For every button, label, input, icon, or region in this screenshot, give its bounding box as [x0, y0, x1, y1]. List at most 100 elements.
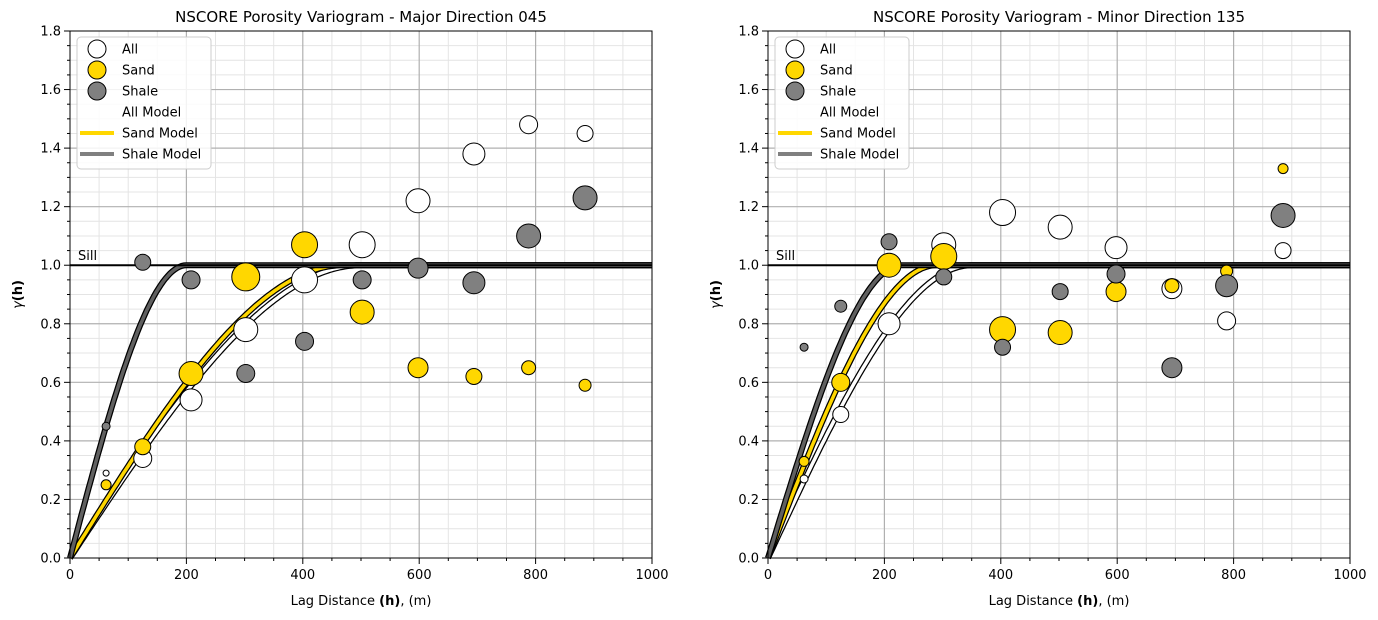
- y-tick-label: 1.0: [738, 259, 759, 274]
- chart-title: NSCORE Porosity Variogram - Major Direct…: [175, 8, 547, 26]
- y-tick-label: 1.8: [40, 25, 61, 40]
- data-point-shale: [1270, 202, 1296, 228]
- chart-title: NSCORE Porosity Variogram - Minor Direct…: [873, 8, 1245, 26]
- legend-marker-shale: [87, 81, 107, 101]
- data-point-sand: [231, 262, 261, 292]
- data-point-shale: [1161, 357, 1183, 379]
- x-axis-label-text: Lag Distance: [291, 594, 380, 609]
- legend: All Sand Shale All Model Sand Model Shale Mod…: [774, 36, 910, 170]
- data-point-sand: [578, 378, 592, 392]
- x-tick-label: 600: [407, 568, 432, 583]
- y-axis: 0.0 0.2 0.4 0.6 0.8 1.0 1.2 1.4 1.6 1.8: [738, 25, 768, 567]
- data-point-sand: [178, 361, 204, 387]
- legend-marker-sand: [87, 60, 107, 80]
- legend-label: Sand Model: [820, 127, 896, 142]
- x-axis: 0 200 400 600 800 1000: [764, 558, 1367, 583]
- legend-label: Shale: [122, 85, 158, 100]
- y-axis-label-gamma: γ: [11, 300, 26, 309]
- data-point-all: [405, 188, 431, 214]
- y-tick-label: 1.0: [40, 259, 61, 274]
- legend-label: All Model: [820, 106, 879, 121]
- data-point-all: [576, 124, 594, 142]
- data-point-shale: [799, 342, 809, 352]
- minor-grid: [70, 31, 652, 558]
- data-point-sand: [1105, 281, 1127, 303]
- data-point-sand: [876, 252, 902, 278]
- x-tick-label: 0: [764, 568, 772, 583]
- x-tick-label: 800: [1221, 568, 1246, 583]
- legend-marker-all: [785, 39, 805, 59]
- y-tick-label: 1.6: [738, 83, 759, 98]
- data-point-sand: [349, 299, 375, 325]
- data-point-sand: [465, 367, 483, 385]
- y-axis: 0.0 0.2 0.4 0.6 0.8 1.0 1.2 1.4 1.6 1.8: [40, 25, 70, 567]
- points-sand: [798, 163, 1289, 467]
- x-axis-label-suffix: , (m): [1098, 594, 1129, 609]
- data-point-all: [291, 266, 319, 294]
- legend: All Sand Shale All Model Sand Model Shale Mod…: [76, 36, 212, 170]
- points-shale: [799, 202, 1296, 379]
- x-tick-label: 1000: [1333, 568, 1366, 583]
- data-point-all: [1274, 242, 1292, 260]
- sill-label: Sill: [776, 249, 795, 264]
- y-tick-label: 0.8: [738, 317, 759, 332]
- data-point-all: [799, 474, 809, 484]
- legend-label: Sand Model: [122, 127, 198, 142]
- x-tick-label: 200: [872, 568, 897, 583]
- data-point-sand: [930, 242, 958, 270]
- x-axis-label-bold: (h): [1077, 594, 1098, 609]
- y-tick-label: 0.4: [738, 434, 759, 449]
- y-tick-label: 0.2: [40, 493, 61, 508]
- legend-label: Sand: [122, 64, 155, 79]
- data-point-all: [989, 199, 1017, 227]
- data-point-sand: [291, 231, 319, 259]
- y-tick-label: 1.4: [738, 142, 759, 157]
- legend-marker-sand: [785, 60, 805, 80]
- y-tick-label: 0.2: [738, 493, 759, 508]
- points-all: [102, 115, 594, 477]
- data-point-all: [1104, 236, 1128, 260]
- y-tick-label: 1.8: [738, 25, 759, 40]
- y-tick-label: 0.6: [40, 376, 61, 391]
- data-point-shale: [834, 299, 848, 313]
- x-tick-label: 800: [523, 568, 548, 583]
- data-point-all: [519, 115, 539, 135]
- legend-label: Shale Model: [820, 148, 899, 163]
- legend-label: All: [820, 43, 836, 58]
- y-tick-label: 0.6: [738, 376, 759, 391]
- x-tick-label: 400: [988, 568, 1013, 583]
- legend-box: [76, 36, 212, 170]
- data-point-shale: [1051, 283, 1069, 301]
- x-tick-label: 400: [290, 568, 315, 583]
- data-point-shale: [134, 253, 152, 271]
- data-point-all: [832, 406, 850, 424]
- legend-marker-shale: [785, 81, 805, 101]
- data-point-sand: [1277, 163, 1289, 175]
- data-point-shale: [572, 185, 598, 211]
- data-point-shale: [295, 331, 315, 351]
- x-axis-label-bold: (h): [379, 594, 400, 609]
- y-tick-label: 0.8: [40, 317, 61, 332]
- data-point-shale: [101, 421, 111, 431]
- y-axis-label-gamma: γ: [709, 300, 724, 309]
- data-point-sand: [1164, 278, 1180, 294]
- data-point-shale: [1215, 274, 1239, 298]
- data-point-shale: [352, 270, 372, 290]
- data-point-all: [179, 388, 203, 412]
- data-point-all: [233, 317, 259, 343]
- data-point-shale: [462, 271, 486, 295]
- data-point-all: [1217, 311, 1237, 331]
- x-tick-label: 0: [66, 568, 74, 583]
- x-axis-label-text: Lag Distance: [989, 594, 1078, 609]
- y-tick-label: 0.0: [40, 552, 61, 567]
- x-axis-label-suffix: , (m): [400, 594, 431, 609]
- y-tick-label: 1.2: [40, 200, 61, 215]
- x-tick-label: 1000: [635, 568, 668, 583]
- data-point-sand: [407, 357, 429, 379]
- data-point-shale: [516, 223, 542, 249]
- y-axis-label: γ(h): [11, 280, 26, 309]
- data-point-sand: [521, 360, 537, 376]
- legend-label: Sand: [820, 64, 853, 79]
- data-point-shale: [181, 270, 201, 290]
- y-axis-label: γ(h): [709, 280, 724, 309]
